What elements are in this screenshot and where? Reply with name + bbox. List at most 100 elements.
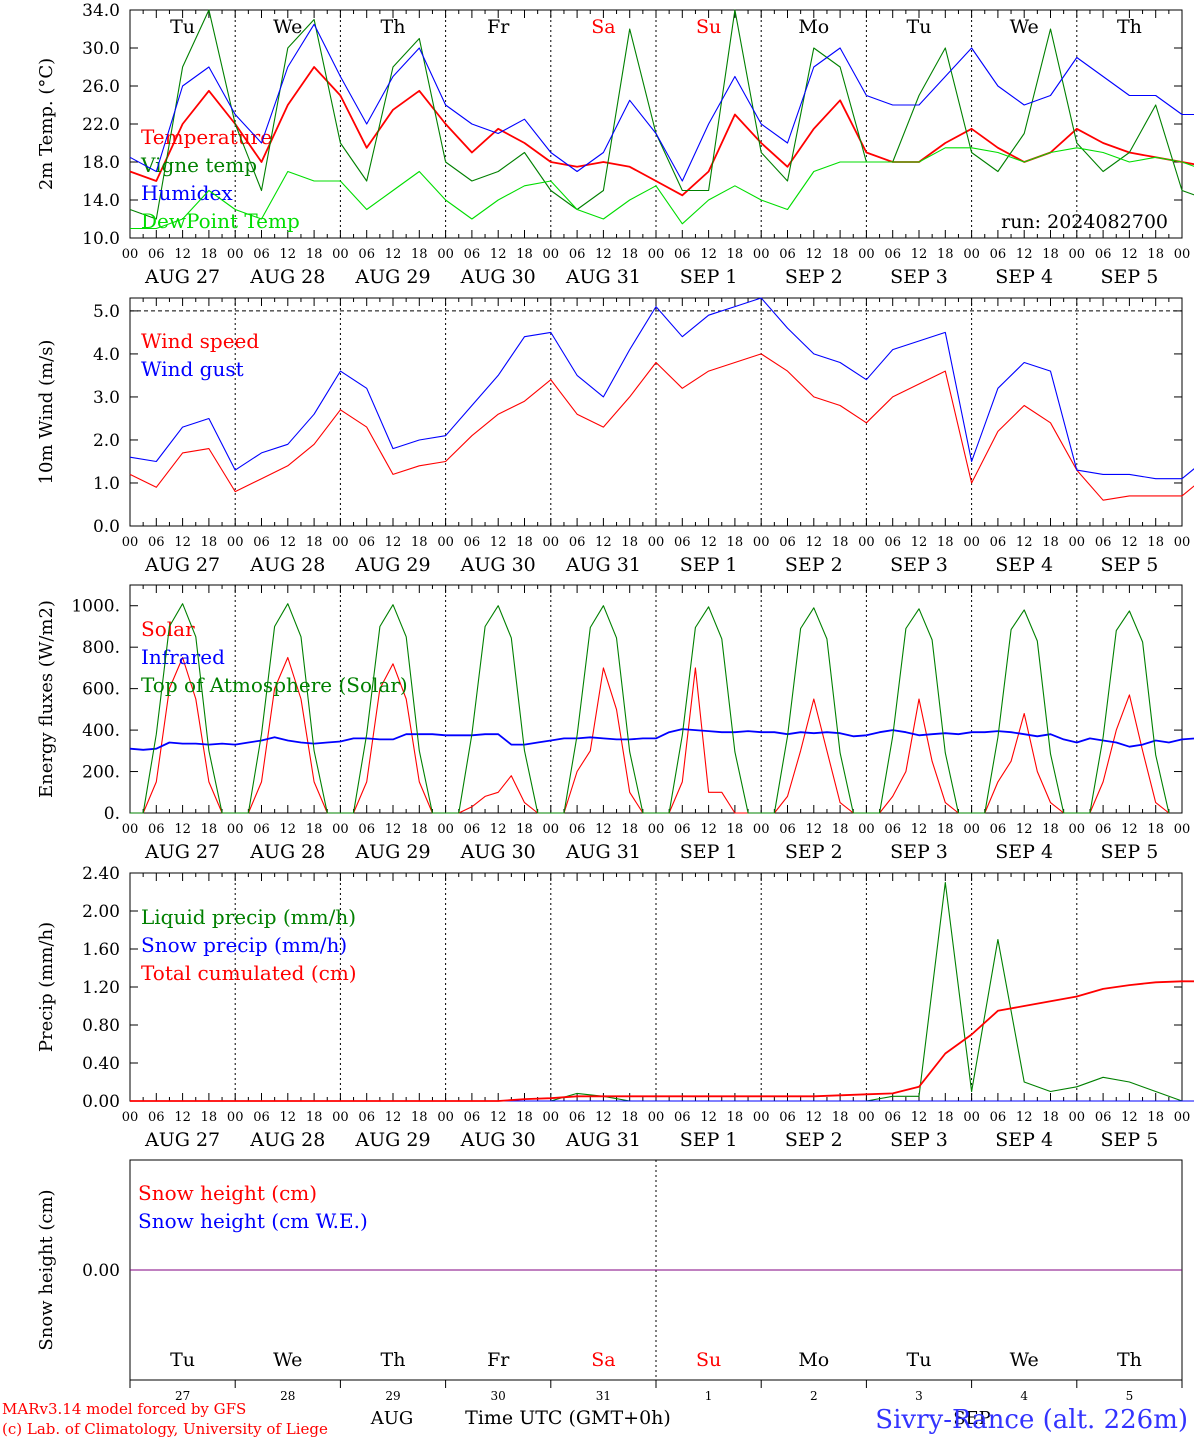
legend-snow-precip-mm-h-: Snow precip (mm/h) bbox=[141, 933, 347, 957]
hour-tick-label: 18 bbox=[727, 822, 744, 837]
y-tick-label: 14.0 bbox=[82, 191, 120, 211]
weekday-label: Fr bbox=[487, 16, 510, 38]
date-label: AUG 29 bbox=[354, 266, 430, 288]
hour-tick-label: 12 bbox=[806, 1110, 823, 1125]
hour-tick-label: 00 bbox=[858, 822, 875, 837]
hour-tick-label: 00 bbox=[122, 822, 139, 837]
hour-tick-label: 18 bbox=[201, 247, 218, 262]
hour-tick-label: 18 bbox=[832, 535, 849, 550]
hour-tick-label: 06 bbox=[1095, 247, 1112, 262]
hour-tick-label: 06 bbox=[674, 535, 691, 550]
date-label: AUG 30 bbox=[460, 841, 536, 863]
hour-tick-label: 06 bbox=[148, 535, 165, 550]
y-tick-label: 1.20 bbox=[82, 978, 120, 998]
hour-tick-label: 12 bbox=[806, 247, 823, 262]
series-total-cumulated-cm- bbox=[130, 980, 1194, 1102]
hour-tick-label: 00 bbox=[648, 535, 665, 550]
y-tick-label: 0. bbox=[104, 804, 120, 824]
hour-tick-label: 06 bbox=[253, 822, 270, 837]
date-label: AUG 31 bbox=[565, 841, 641, 863]
hour-tick-label: 12 bbox=[280, 247, 297, 262]
hour-tick-label: 12 bbox=[280, 1110, 297, 1125]
hour-tick-label: 12 bbox=[911, 822, 928, 837]
y-tick-label: 0.00 bbox=[82, 1261, 120, 1281]
hour-tick-label: 00 bbox=[332, 247, 349, 262]
date-label: AUG 30 bbox=[460, 1129, 536, 1151]
legend-infrared: Infrared bbox=[141, 645, 225, 669]
y-tick-label: 600. bbox=[82, 680, 120, 700]
hour-tick-label: 00 bbox=[858, 535, 875, 550]
hour-tick-label: 18 bbox=[201, 822, 218, 837]
hour-tick-label: 18 bbox=[621, 822, 638, 837]
hour-tick-label: 00 bbox=[1174, 535, 1191, 550]
hour-tick-label: 18 bbox=[306, 1110, 323, 1125]
hour-tick-label: 12 bbox=[385, 1110, 402, 1125]
hour-tick-label: 18 bbox=[306, 247, 323, 262]
hour-tick-label: 18 bbox=[201, 535, 218, 550]
hour-tick-label: 00 bbox=[437, 1110, 454, 1125]
hour-tick-label: 12 bbox=[1016, 822, 1033, 837]
y-axis-label: Snow height (cm) bbox=[36, 1189, 57, 1350]
hour-tick-label: 12 bbox=[385, 535, 402, 550]
hour-tick-label: 00 bbox=[437, 822, 454, 837]
hour-tick-label: 06 bbox=[358, 247, 375, 262]
weekday-label: Sa bbox=[591, 1349, 615, 1371]
weekday-label: Th bbox=[381, 16, 406, 38]
date-label: AUG 28 bbox=[249, 266, 325, 288]
legend-snow-height-cm-w-e-: Snow height (cm W.E.) bbox=[138, 1209, 368, 1233]
hour-tick-label: 06 bbox=[569, 1110, 586, 1125]
panel-snow: Tu 27 We 28 Th 29 Fr 30 Sa 31 Su 1 Mo 2 Tu 3 We 4 Th 5 0.00 S… bbox=[36, 1159, 1183, 1403]
y-tick-label: 0.0 bbox=[93, 517, 120, 537]
hour-tick-label: 00 bbox=[1069, 1110, 1086, 1125]
date-label: SEP 2 bbox=[785, 266, 843, 288]
day-number-label: 3 bbox=[915, 1389, 923, 1403]
hour-tick-label: 00 bbox=[227, 822, 244, 837]
legend-dewpoint-temp: DewPoint Temp bbox=[141, 209, 300, 233]
day-number-label: 1 bbox=[705, 1389, 713, 1403]
hour-tick-label: 18 bbox=[937, 822, 954, 837]
series-dewpoint-temp bbox=[130, 147, 1194, 230]
panel-frame bbox=[129, 297, 1183, 527]
hour-tick-label: 18 bbox=[411, 535, 428, 550]
hour-tick-label: 12 bbox=[174, 247, 191, 262]
hour-tick-label: 06 bbox=[464, 247, 481, 262]
hour-tick-label: 00 bbox=[648, 822, 665, 837]
hour-tick-label: 06 bbox=[990, 1110, 1007, 1125]
date-label: AUG 29 bbox=[354, 1129, 430, 1151]
hour-tick-label: 00 bbox=[1174, 1110, 1191, 1125]
y-axis-label: 2m Temp. (°C) bbox=[36, 58, 57, 190]
date-label: SEP 5 bbox=[1100, 841, 1158, 863]
y-axis-label: Energy fluxes (W/m2) bbox=[36, 600, 57, 798]
hour-tick-label: 00 bbox=[437, 535, 454, 550]
footer-model: MARv3.14 model forced by GFS bbox=[2, 1400, 246, 1418]
date-label: AUG 31 bbox=[565, 266, 641, 288]
hour-tick-label: 06 bbox=[358, 822, 375, 837]
date-label: SEP 4 bbox=[995, 841, 1053, 863]
y-tick-label: 1.60 bbox=[82, 940, 120, 960]
hour-tick-label: 18 bbox=[727, 535, 744, 550]
footer-time-label: Time UTC (GMT+0h) bbox=[465, 1407, 671, 1429]
weekday-label: Su bbox=[696, 16, 721, 38]
hour-tick-label: 18 bbox=[1042, 247, 1059, 262]
date-label: SEP 3 bbox=[890, 554, 948, 576]
hour-tick-label: 12 bbox=[911, 1110, 928, 1125]
weekday-label: Fr bbox=[487, 1349, 510, 1371]
weekday-label: We bbox=[1010, 1349, 1039, 1371]
hour-tick-label: 00 bbox=[753, 822, 770, 837]
hour-tick-label: 12 bbox=[595, 247, 612, 262]
hour-tick-label: 12 bbox=[490, 822, 507, 837]
panel-energy: 00 06 12 18 00 06 12 18 00 06 12 18 00 06 12 18 00 06 12 18… bbox=[36, 584, 1194, 863]
weekday-label: Tu bbox=[170, 16, 195, 38]
panel-wind: 00 06 12 18 00 06 12 18 00 06 12 18 00 06 12 18 00 06 12 18… bbox=[36, 297, 1194, 576]
panel-frame bbox=[129, 9, 1183, 239]
hour-tick-label: 06 bbox=[253, 535, 270, 550]
date-label: SEP 3 bbox=[890, 841, 948, 863]
y-tick-label: 200. bbox=[82, 763, 120, 783]
hour-tick-label: 12 bbox=[490, 535, 507, 550]
hour-tick-label: 12 bbox=[1121, 1110, 1138, 1125]
hour-tick-label: 06 bbox=[358, 1110, 375, 1125]
hour-tick-label: 18 bbox=[621, 535, 638, 550]
weekday-label: Mo bbox=[798, 1349, 829, 1371]
hour-tick-label: 00 bbox=[122, 1110, 139, 1125]
hour-tick-label: 18 bbox=[832, 1110, 849, 1125]
